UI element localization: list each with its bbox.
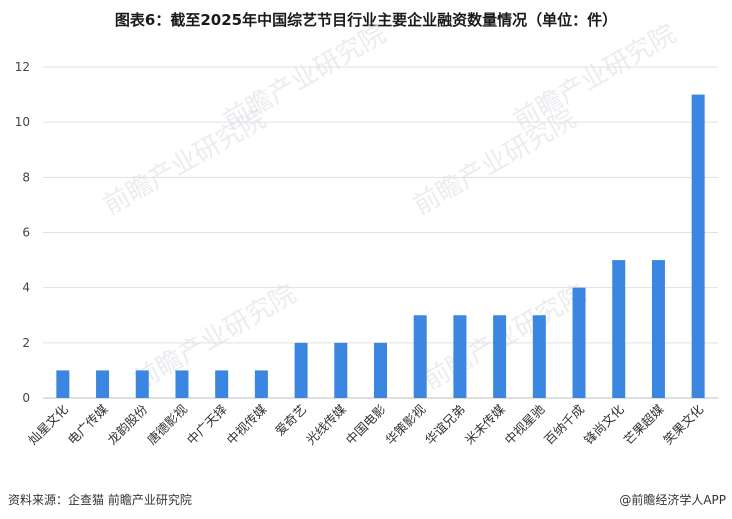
bar [56,370,70,398]
x-tick-label: 爱奇艺 [272,402,309,439]
chart-title: 图表6：截至2025年中国综艺节目行业主要企业融资数量情况（单位：件） [114,11,618,29]
bar [572,287,586,398]
x-tick-label: 中视星驰 [501,401,547,447]
x-tick-label: 光线传媒 [303,401,349,447]
bar [374,342,387,398]
y-tick-label: 8 [22,170,30,184]
x-tick-label: 锋尚文化 [581,401,627,447]
y-tick-label: 2 [22,336,30,350]
bar [413,315,427,398]
x-tick-label: 电广传媒 [65,401,111,447]
bar [612,260,626,398]
bar [175,370,189,398]
x-tick-label: 灿星文化 [25,401,71,447]
bar [96,370,110,398]
bar [294,342,308,398]
bar [651,260,665,398]
x-tick-label: 百纳千成 [541,402,587,448]
x-tick-label: 龙韵股份 [104,401,150,447]
x-tick-label: 华策影视 [382,401,428,447]
watermark-text: 前瞻产业研究院 [509,19,682,136]
x-tick-label: 唐德影视 [144,401,190,447]
bar [215,370,229,398]
source-note: 资料来源：企查猫 前瞻产业研究院 [8,493,192,507]
bar [493,315,507,398]
x-tick-label: 笑果文化 [660,401,706,447]
grid-lines [43,66,718,399]
x-tick-label: 华谊兄弟 [422,402,468,448]
watermark-text: 前瞻产业研究院 [409,104,582,221]
watermark-text: 前瞻产业研究院 [129,279,302,396]
x-tick-label: 中国电影 [343,401,389,447]
bar [254,370,268,398]
bar [532,315,546,398]
bars [56,94,705,398]
x-tick-label: 米未传媒 [462,401,508,447]
y-tick-label: 4 [22,281,30,295]
y-tick-label: 10 [15,115,30,129]
brand-credit: @前瞻经济学人APP [619,493,726,507]
y-tick-label: 6 [22,226,30,240]
bar [334,342,348,398]
x-tick-label: 中视传媒 [224,401,270,447]
watermark-text: 前瞻产业研究院 [219,19,392,136]
bar [691,94,705,398]
x-tick-label: 芒果超媒 [621,401,667,447]
bar [453,315,467,398]
watermark-layer: 前瞻产业研究院前瞻产业研究院前瞻产业研究院前瞻产业研究院前瞻产业研究院前瞻产业研… [99,19,682,396]
y-tick-label: 12 [15,60,30,74]
y-axis-ticks: 0 2 4 6 8 10 12 [15,60,30,405]
bar [135,370,149,398]
x-tick-label: 中广天择 [184,401,230,447]
y-tick-label: 0 [22,391,30,405]
